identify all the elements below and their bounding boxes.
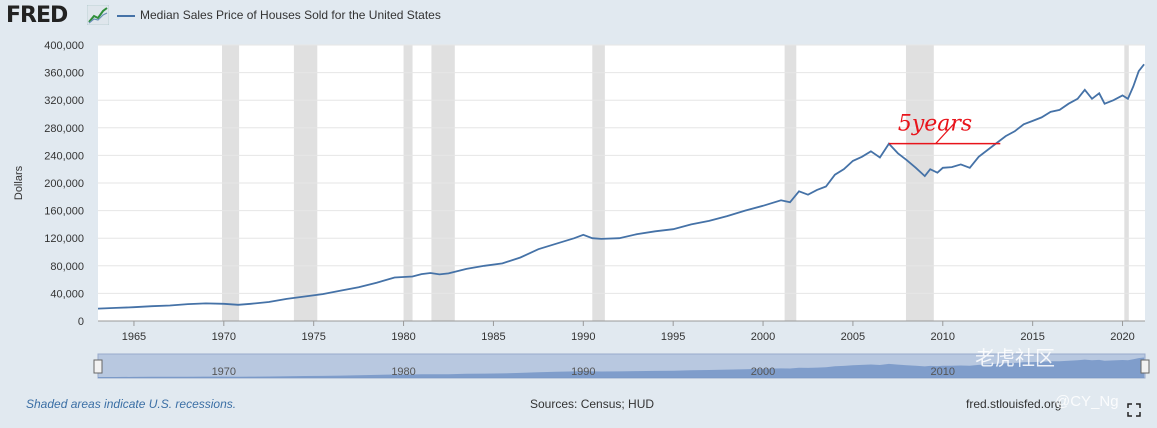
y-tick-label: 360,000 bbox=[44, 68, 84, 80]
y-tick-label: 80,000 bbox=[50, 261, 84, 273]
y-tick-label: 280,000 bbox=[44, 123, 84, 135]
x-tick-label: 1965 bbox=[122, 331, 146, 343]
chart-title[interactable]: Median Sales Price of Houses Sold for th… bbox=[140, 8, 441, 22]
watermark-user: @CY_Ng bbox=[1055, 393, 1119, 410]
x-tick-label: 1970 bbox=[212, 331, 236, 343]
navigator-label: 2010 bbox=[931, 366, 955, 378]
navigator-handle bbox=[93, 359, 103, 374]
recession-note: Shaded areas indicate U.S. recessions. bbox=[26, 397, 237, 411]
x-tick-label: 2010 bbox=[931, 331, 955, 343]
x-tick-label: 2005 bbox=[841, 331, 865, 343]
legend-swatch bbox=[117, 15, 135, 17]
annotation-pointer bbox=[935, 121, 957, 145]
navigator-label: 1980 bbox=[391, 366, 415, 378]
y-tick-label: 160,000 bbox=[44, 206, 84, 218]
y-tick-label: 400,000 bbox=[44, 40, 84, 52]
y-tick-label: 40,000 bbox=[50, 288, 84, 300]
navigator-label: 1970 bbox=[212, 366, 236, 378]
x-tick-label: 2000 bbox=[751, 331, 775, 343]
x-tick-label: 2015 bbox=[1020, 331, 1044, 343]
y-tick-label: 240,000 bbox=[44, 150, 84, 162]
x-tick-label: 1995 bbox=[661, 331, 685, 343]
navigator-series bbox=[98, 357, 1145, 378]
fred-logo[interactable]: FRED bbox=[6, 3, 68, 28]
navigator-label: 1990 bbox=[571, 366, 595, 378]
series-line bbox=[97, 63, 1145, 310]
site-link[interactable]: fred.stlouisfed.org bbox=[966, 397, 1062, 411]
x-tick-label: 1975 bbox=[301, 331, 325, 343]
navigator-handle bbox=[1140, 359, 1150, 374]
line-chart: 0 40,000 80,000 120,000 160,000 200,000 240,00… bbox=[13, 40, 1145, 343]
y-tick-label: 320,000 bbox=[44, 95, 84, 107]
watermark-text: 老虎社区 bbox=[975, 346, 1055, 370]
x-tick-label: 1990 bbox=[571, 331, 595, 343]
y-tick-label: 0 bbox=[78, 316, 84, 328]
sources-text: Sources: Census; HUD bbox=[530, 397, 655, 411]
x-tick-label: 1980 bbox=[391, 331, 415, 343]
range-navigator[interactable]: 1970 1980 1990 2000 2010 bbox=[0, 352, 1157, 382]
y-axis-label: Dollars bbox=[13, 165, 25, 200]
y-tick-label: 200,000 bbox=[44, 178, 84, 190]
fullscreen-icon[interactable] bbox=[1127, 403, 1141, 417]
annotation-text: 5years bbox=[898, 112, 972, 137]
x-tick-label: 2020 bbox=[1110, 331, 1134, 343]
x-tick-label: 1985 bbox=[481, 331, 505, 343]
navigator-label: 2000 bbox=[751, 366, 775, 378]
line-chart-icon bbox=[87, 5, 109, 25]
y-tick-label: 120,000 bbox=[44, 233, 84, 245]
